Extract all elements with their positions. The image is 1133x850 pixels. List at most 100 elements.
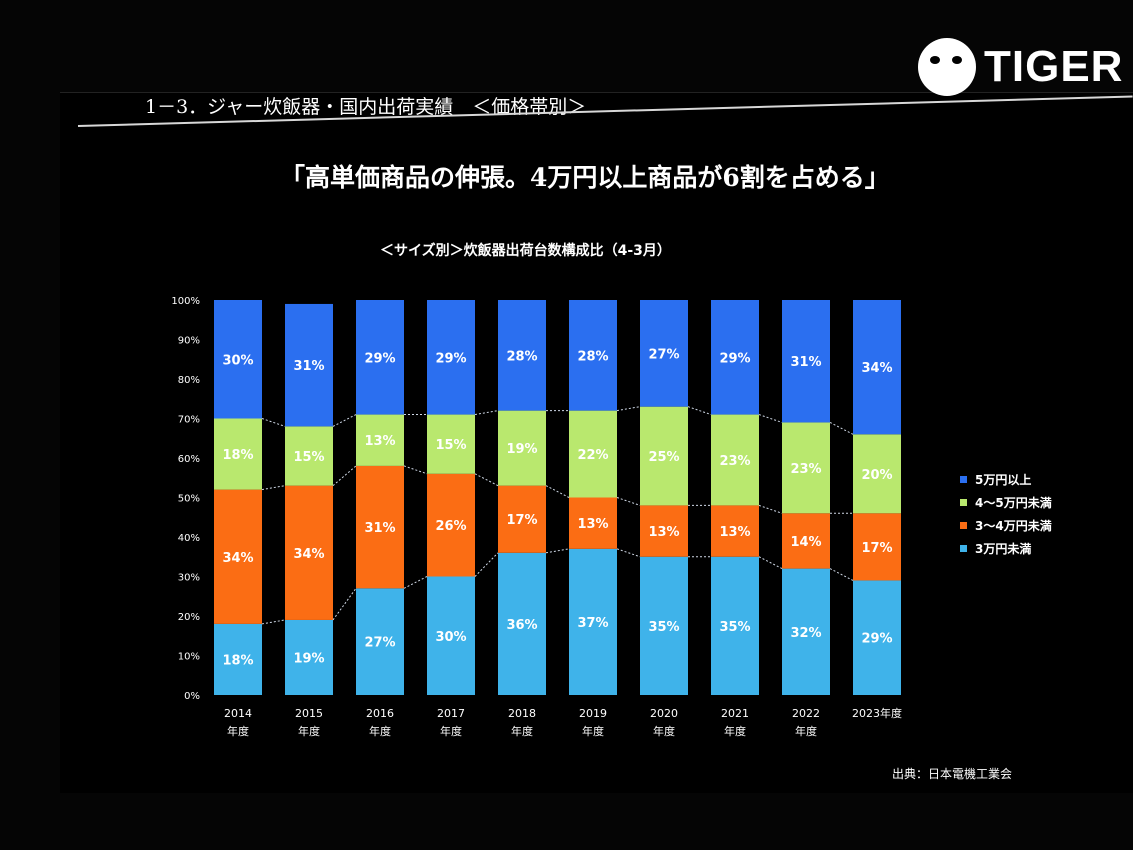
legend-label: 3万円未満 [975,542,1032,556]
data-label: 28% [577,349,608,364]
y-tick-label: 90% [178,336,200,347]
x-tick-label: 2014 [224,707,252,720]
bar-segment [285,303,333,427]
connector-line [261,619,286,625]
data-label: 20% [861,468,892,483]
y-tick-label: 100% [171,296,200,307]
data-label: 26% [435,519,466,534]
bar-segment [711,505,759,557]
chart-legend: 5万円以上 4～5万円未満 3～4万円未満 3万円未満 [960,468,1052,560]
bar-segment [498,552,546,695]
data-label: 29% [719,351,750,366]
bar-segment [427,414,475,474]
bar-segment [285,619,333,695]
x-tick-label: 2023年度 [852,706,902,720]
connector-line [403,576,428,589]
x-tick-label: 2018 [508,707,536,720]
y-tick-label: 40% [178,533,200,544]
data-label: 30% [222,353,253,368]
connector-line [616,497,641,506]
y-tick-label: 50% [178,494,200,505]
connector-line [545,548,570,554]
legend-label: 3～4万円未満 [975,519,1052,533]
x-tick-label: 年度 [795,724,817,738]
connector-line [332,414,357,427]
x-tick-label: 年度 [582,724,604,738]
data-label: 19% [293,651,324,666]
data-label: 15% [293,450,324,465]
x-tick-label: 年度 [369,724,391,738]
connector-line [332,465,357,487]
bar-segment [285,485,333,620]
chart-title: ＜サイズ別＞炊飯器出荷台数構成比（4-3月） [380,243,671,259]
connector-line [474,552,499,577]
bar-segment [569,300,617,411]
connector-line [474,473,499,487]
data-label: 31% [364,521,395,536]
data-label: 37% [577,616,608,631]
data-label: 34% [861,361,892,376]
data-label: 27% [648,347,679,362]
connector-line [545,485,570,498]
x-tick-label: 2017 [437,707,465,720]
data-label: 13% [719,525,750,540]
bar-segment [711,414,759,506]
data-label: 13% [577,517,608,532]
slide-headline: 「高単価商品の伸張。4万円以上商品が6割を占める」 [280,163,890,192]
x-tick-label: 2019 [579,707,607,720]
x-tick-label: 年度 [653,724,675,738]
data-label: 30% [435,630,466,645]
connector-line [403,465,428,475]
bar-segment [782,513,830,569]
bar-segment [640,300,688,407]
bar-segment [498,410,546,486]
slide-heading: 1－3．ジャー炊飯器・国内出荷実績 ＜価格帯別＞ [145,96,587,118]
data-label: 23% [790,462,821,477]
connector-line [758,556,783,570]
data-label: 31% [293,359,324,374]
x-tick-label: 年度 [511,724,533,738]
data-label: 17% [861,541,892,556]
bar-segment [214,300,262,419]
bar-segment [356,588,404,695]
legend-label: 4～5万円未満 [975,496,1052,510]
x-tick-label: 年度 [724,724,746,738]
bar-segment [640,556,688,695]
logo-text: TIGER [984,42,1124,91]
data-label: 29% [861,632,892,647]
bar-segment [569,410,617,498]
bar-segment [782,422,830,514]
y-tick-label: 20% [178,612,200,623]
data-label: 29% [435,351,466,366]
data-label: 35% [648,620,679,635]
legend-item: 5万円以上 [960,468,1052,491]
data-label: 23% [719,454,750,469]
data-label: 27% [364,636,395,651]
connector-line [829,422,854,435]
data-label: 19% [506,442,537,457]
connector-line [829,568,854,581]
data-label: 25% [648,450,679,465]
bar-segment [356,465,404,589]
data-label: 14% [790,535,821,550]
x-tick-label: 2016 [366,707,394,720]
data-label: 35% [719,620,750,635]
legend-swatch [960,499,967,506]
data-label: 22% [577,448,608,463]
connector-line [616,406,641,412]
legend-swatch [960,522,967,529]
legend-label: 5万円以上 [975,473,1032,487]
bar-segment [427,300,475,415]
bar-segment [711,300,759,415]
connector-line [261,418,286,427]
x-tick-label: 2022 [792,707,820,720]
bar-segment [640,406,688,506]
bar-segment [427,473,475,577]
data-label: 29% [364,351,395,366]
connector-line [758,504,783,514]
connector-line [332,588,357,621]
bar-segment [853,580,901,695]
tiger-logo: TIGER [918,38,1123,96]
y-tick-label: 10% [178,652,200,663]
